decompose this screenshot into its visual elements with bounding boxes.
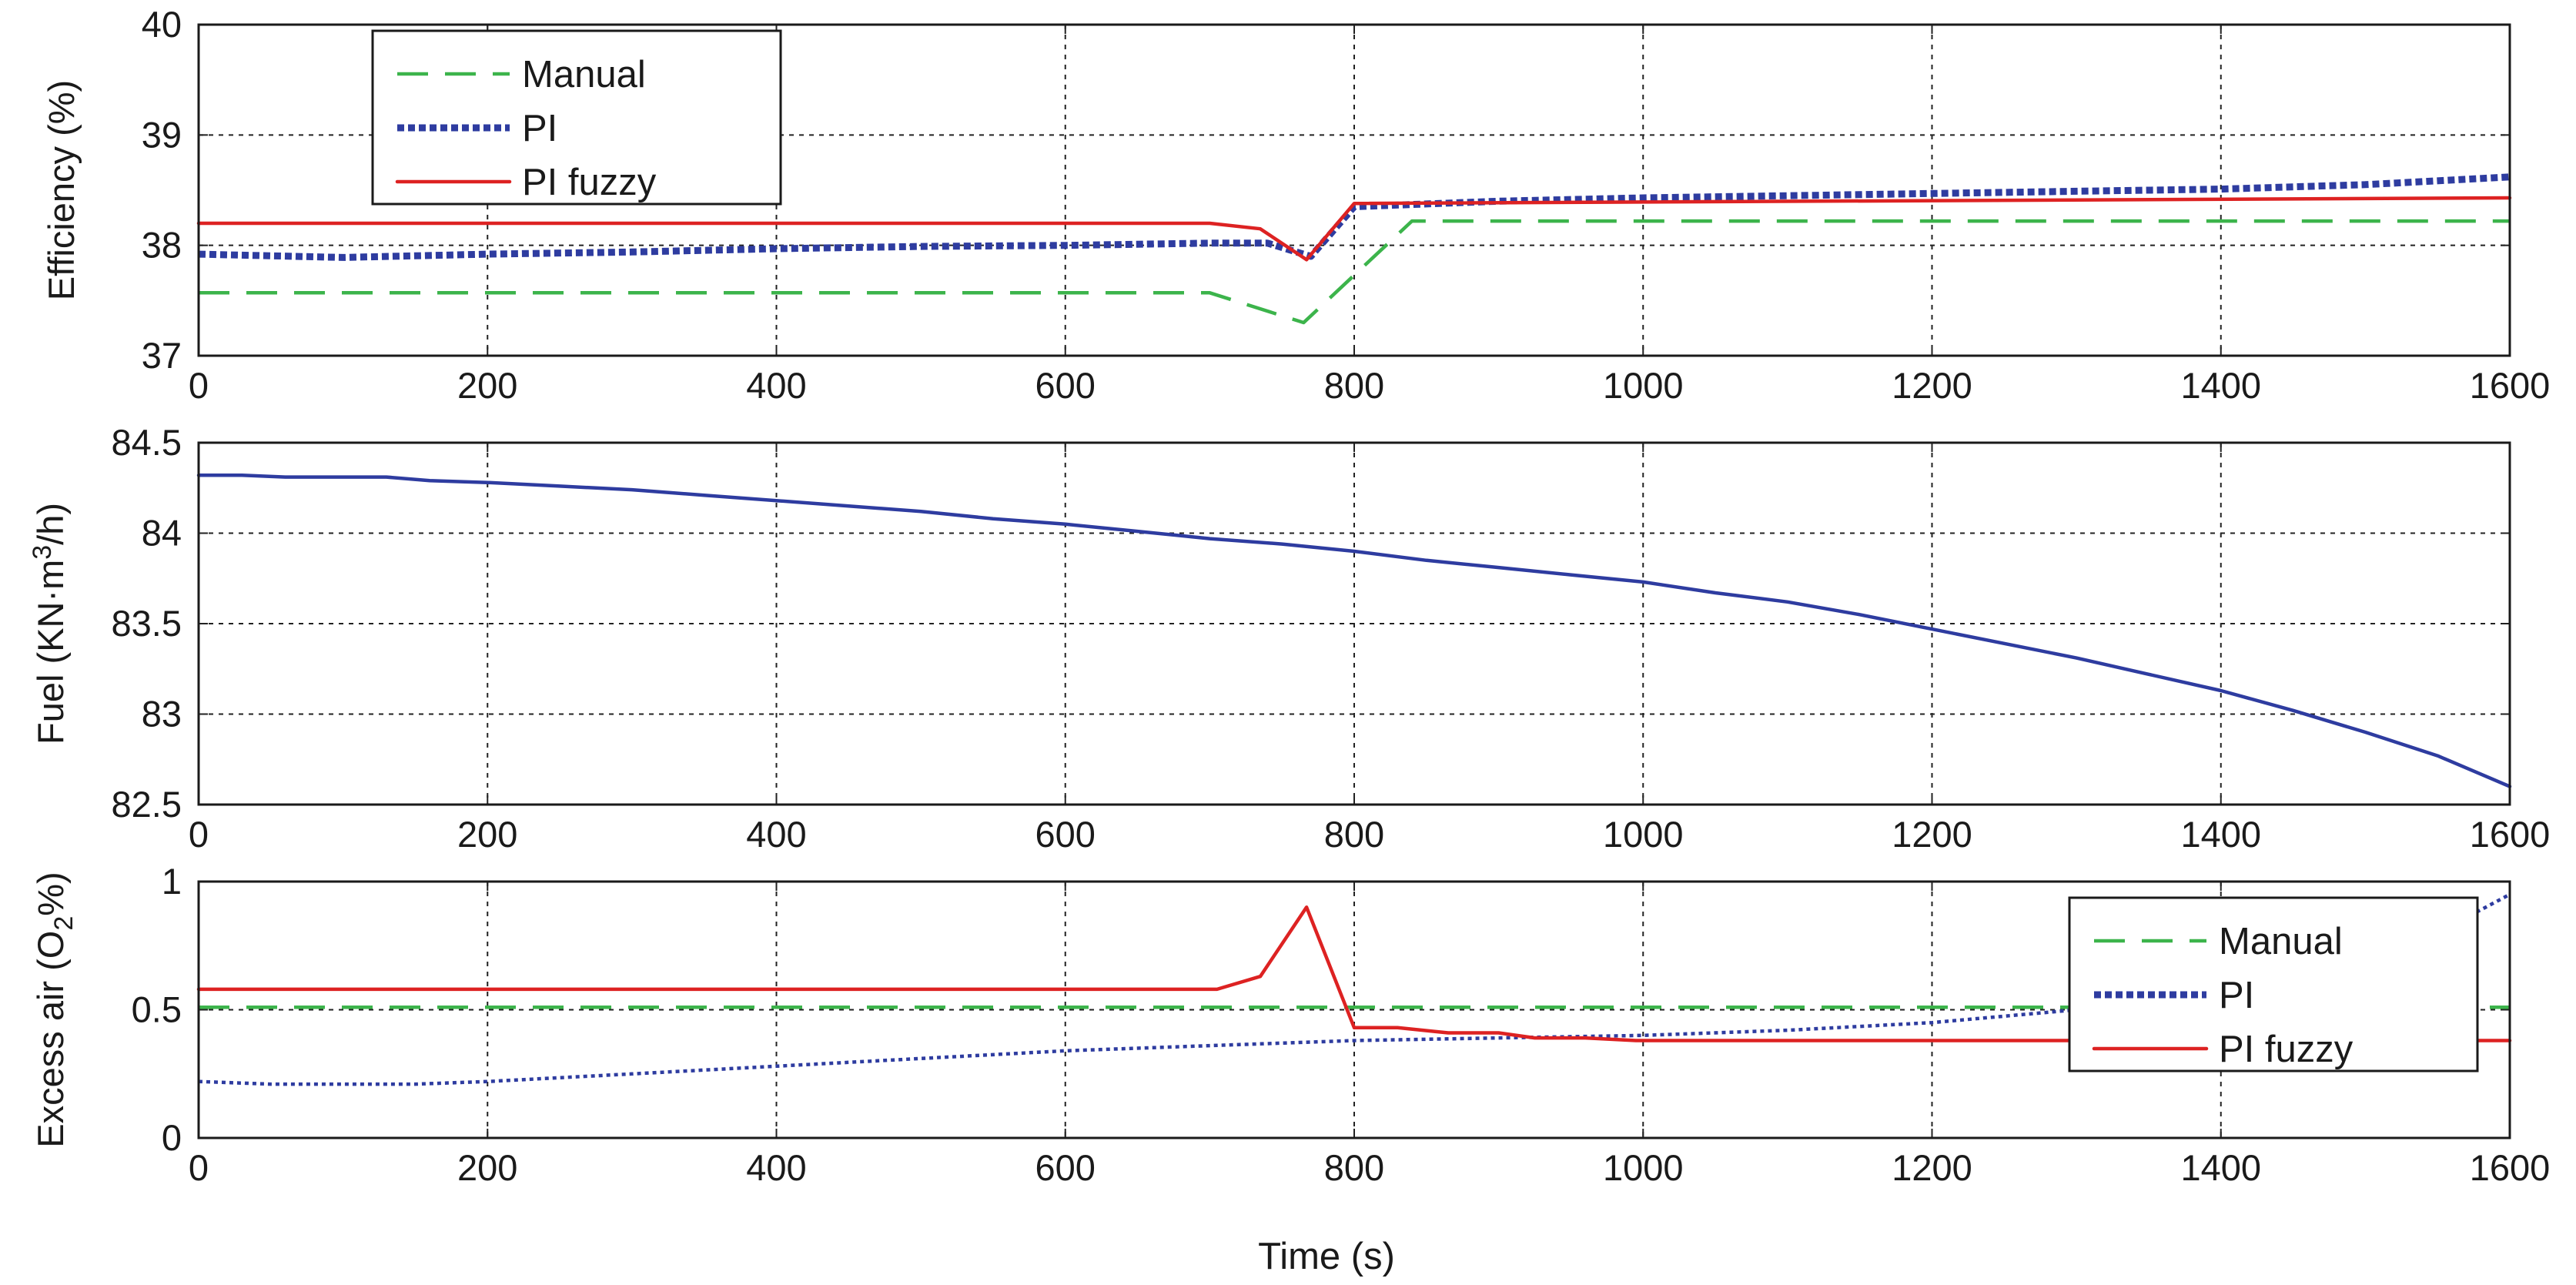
y-tick-label: 39 [142,114,182,155]
y-tick-label: 83 [142,694,182,735]
series-line-pi-fuzzy [196,905,2512,1042]
x-tick-label: 600 [1035,365,1096,406]
y-tick-label: 83.5 [112,603,182,644]
y-tick-label: 40 [142,4,182,45]
x-axis-label: Time (s) [1258,1236,1395,1277]
x-tick-label: 200 [457,1147,517,1188]
chart-layer: 0 200 400 600 800 1000 1200 1400 160037383940Eff… [28,4,2550,1188]
y-tick-label: 84.5 [112,422,182,463]
x-tick-label: 1400 [2180,365,2261,406]
series-line-pi-fuzzy [196,196,2512,262]
x-tick-label: 1000 [1603,365,1684,406]
x-tick-label: 400 [746,1147,806,1188]
x-tick-label: 200 [457,814,517,855]
x-tick-label: 0 [189,1147,209,1188]
x-tick-label: 1600 [2470,814,2551,855]
y-axis-label: Excess air (O2%) [30,872,79,1147]
y-axis-label: Fuel (KN·m3/h) [28,503,71,745]
x-tick-label: 1200 [1892,365,1972,406]
axes-frame [197,880,2511,1139]
y-tick-label: 1 [162,861,182,902]
x-tick-label: 1200 [1892,1147,1972,1188]
y-tick-label: 82.5 [112,784,182,825]
x-tick-label: 1400 [2180,814,2261,855]
x-tick-label: 1600 [2470,365,2551,406]
legend-panel-1: Manual PI PI fuzzy [371,29,782,206]
legend-label: Manual [2219,921,2343,962]
series-line-fuel [196,474,2512,788]
y-tick-label: 37 [142,335,182,376]
x-tick-label: 800 [1324,1147,1384,1188]
axes-frame [197,441,2511,806]
x-tick-label: 1600 [2470,1147,2551,1188]
y-tick-label: 0 [162,1117,182,1158]
x-tick-label: 400 [746,814,806,855]
x-tick-label: 800 [1324,365,1384,406]
legend-box [2068,896,2479,1073]
axes-frame [197,23,2511,357]
x-tick-label: 0 [189,814,209,855]
legend-label: PI [2219,975,2254,1016]
series-line-manual [199,219,2510,325]
x-tick-label: 1000 [1603,1147,1684,1188]
legend-label: Manual [522,54,646,95]
x-tick-label: 1000 [1603,814,1684,855]
x-tick-label: 400 [746,365,806,406]
legend-box [371,29,782,206]
legend-label: PI fuzzy [2219,1029,2354,1070]
panel-2: 0 200 400 600 800 1000 1200 1400 1600 82.5 83 83.5 8… [28,422,2550,855]
x-tick-label: 1200 [1892,814,1972,855]
x-tick-label: 600 [1035,814,1096,855]
legend-panel-3: Manual PI PI fuzzy [2068,896,2479,1073]
legend-label: PI fuzzy [522,162,657,203]
x-tick-label: 200 [457,365,517,406]
x-tick-label: 0 [189,365,209,406]
legend-label: PI [522,108,557,149]
y-axis-label: Efficiency (%) [41,80,82,300]
x-tick-label: 1400 [2180,1147,2261,1188]
x-tick-label: 600 [1035,1147,1096,1188]
y-tick-label: 0.5 [132,989,182,1030]
y-tick-label: 84 [142,513,182,554]
x-tick-label: 800 [1324,814,1384,855]
y-tick-label: 38 [142,225,182,266]
